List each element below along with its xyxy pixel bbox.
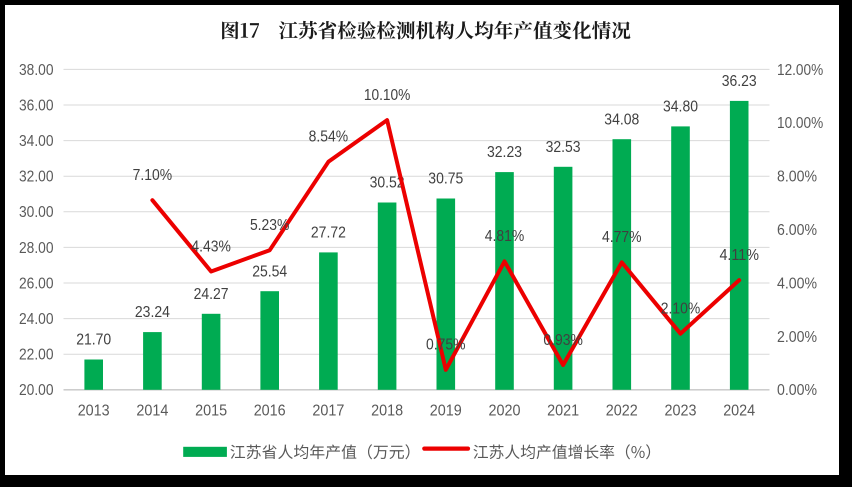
- svg-text:30.00: 30.00: [19, 204, 54, 221]
- svg-text:0.00%: 0.00%: [777, 382, 817, 399]
- svg-text:0.93%: 0.93%: [543, 332, 583, 349]
- svg-text:12.00%: 12.00%: [777, 62, 823, 79]
- svg-text:4.11%: 4.11%: [719, 247, 759, 264]
- svg-text:8.00%: 8.00%: [777, 169, 817, 186]
- svg-text:4.43%: 4.43%: [191, 238, 231, 255]
- svg-text:2024: 2024: [723, 403, 755, 420]
- svg-text:23.24: 23.24: [135, 304, 170, 321]
- svg-text:28.00: 28.00: [19, 240, 54, 257]
- svg-text:38.00: 38.00: [19, 62, 54, 79]
- svg-text:27.72: 27.72: [311, 225, 346, 242]
- svg-text:34.80: 34.80: [663, 99, 698, 116]
- svg-text:8.54%: 8.54%: [309, 129, 349, 146]
- svg-text:4.81%: 4.81%: [485, 228, 525, 245]
- svg-text:34.08: 34.08: [604, 111, 639, 128]
- svg-text:6.00%: 6.00%: [777, 222, 817, 239]
- svg-text:30.52: 30.52: [370, 175, 405, 192]
- svg-text:21.70: 21.70: [76, 332, 111, 349]
- svg-text:32.23: 32.23: [487, 144, 522, 161]
- svg-text:0.75%: 0.75%: [426, 337, 466, 354]
- svg-text:26.00: 26.00: [19, 275, 54, 292]
- svg-text:10.00%: 10.00%: [777, 115, 823, 132]
- svg-text:22.00: 22.00: [19, 347, 54, 364]
- svg-text:24.27: 24.27: [194, 286, 229, 303]
- svg-text:2021: 2021: [547, 403, 579, 420]
- svg-text:2016: 2016: [254, 403, 286, 420]
- svg-text:10.10%: 10.10%: [364, 87, 411, 104]
- svg-text:4.77%: 4.77%: [602, 229, 642, 246]
- svg-text:2019: 2019: [430, 403, 462, 420]
- svg-text:5.23%: 5.23%: [250, 217, 290, 234]
- svg-text:20.00: 20.00: [19, 382, 54, 399]
- svg-text:34.00: 34.00: [19, 133, 54, 150]
- svg-text:2020: 2020: [489, 403, 521, 420]
- svg-text:32.00: 32.00: [19, 169, 54, 186]
- svg-text:2022: 2022: [606, 403, 638, 420]
- svg-text:7.10%: 7.10%: [133, 167, 173, 184]
- svg-text:2018: 2018: [371, 403, 403, 420]
- svg-text:4.00%: 4.00%: [777, 275, 817, 292]
- svg-text:30.75: 30.75: [428, 171, 463, 188]
- svg-text:2.00%: 2.00%: [777, 329, 817, 346]
- svg-text:2015: 2015: [195, 403, 227, 420]
- svg-text:2.10%: 2.10%: [661, 301, 701, 318]
- svg-text:25.54: 25.54: [252, 263, 287, 280]
- svg-text:36.23: 36.23: [722, 73, 757, 90]
- svg-text:36.00: 36.00: [19, 97, 54, 114]
- svg-text:2014: 2014: [136, 403, 168, 420]
- svg-text:2013: 2013: [78, 403, 110, 420]
- svg-text:32.53: 32.53: [546, 139, 581, 156]
- svg-text:24.00: 24.00: [19, 311, 54, 328]
- svg-text:2017: 2017: [312, 403, 344, 420]
- svg-text:2023: 2023: [665, 403, 697, 420]
